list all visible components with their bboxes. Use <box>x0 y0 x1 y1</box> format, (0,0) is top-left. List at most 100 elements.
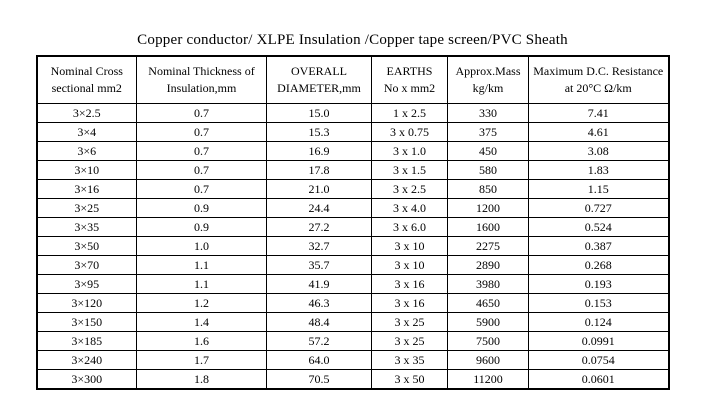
table-cell: 3 x 6.0 <box>371 217 448 237</box>
header-line: Approx.Mass <box>455 64 521 78</box>
table-cell: 2275 <box>447 236 529 256</box>
table-cell: 0.387 <box>528 236 669 256</box>
header-cell: Maximum D.C. Resistance at 20°C Ω/km <box>528 55 669 104</box>
table-cell: 3980 <box>447 274 529 294</box>
table-cell: 4650 <box>447 293 529 313</box>
table-cell: 3×6 <box>36 141 137 161</box>
header-cell: Approx.Mass kg/km <box>447 55 529 104</box>
table-cell: 21.0 <box>266 179 372 199</box>
table-cell: 1 x 2.5 <box>371 103 448 123</box>
table-row: 3×10 0.7 17.8 3 x 1.5 580 1.83 <box>36 160 669 180</box>
header-line: Insulation,mm <box>166 81 237 95</box>
table-cell: 5900 <box>447 312 529 332</box>
header-line: OVERALL <box>291 64 347 78</box>
table-cell: 1.7 <box>136 350 267 370</box>
table-cell: 48.4 <box>266 312 372 332</box>
table-cell: 0.727 <box>528 198 669 218</box>
table-cell: 7500 <box>447 331 529 351</box>
table-cell: 0.9 <box>136 217 267 237</box>
table-cell: 3×35 <box>36 217 137 237</box>
table-cell: 3 x 10 <box>371 255 448 275</box>
table-cell: 0.268 <box>528 255 669 275</box>
table-cell: 41.9 <box>266 274 372 294</box>
table-row: 3×185 1.6 57.2 3 x 25 7500 0.0991 <box>36 331 669 351</box>
table-cell: 15.0 <box>266 103 372 123</box>
table-cell: 3×50 <box>36 236 137 256</box>
table-cell: 15.3 <box>266 122 372 142</box>
table-cell: 3 x 16 <box>371 293 448 313</box>
table-cell: 1.83 <box>528 160 669 180</box>
table-cell: 7.41 <box>528 103 669 123</box>
table-cell: 0.7 <box>136 160 267 180</box>
table-cell: 27.2 <box>266 217 372 237</box>
table-cell: 17.8 <box>266 160 372 180</box>
table-cell: 0.0754 <box>528 350 669 370</box>
table-cell: 24.4 <box>266 198 372 218</box>
table-cell: 0.524 <box>528 217 669 237</box>
table-cell: 450 <box>447 141 529 161</box>
table-cell: 11200 <box>447 369 529 390</box>
table-cell: 0.153 <box>528 293 669 313</box>
table-cell: 850 <box>447 179 529 199</box>
table-cell: 0.7 <box>136 141 267 161</box>
table-cell: 35.7 <box>266 255 372 275</box>
table-row: 3×95 1.1 41.9 3 x 16 3980 0.193 <box>36 274 669 294</box>
table-row: 3×16 0.7 21.0 3 x 2.5 850 1.15 <box>36 179 669 199</box>
table-cell: 0.7 <box>136 122 267 142</box>
table-cell: 32.7 <box>266 236 372 256</box>
header-cell: OVERALL DIAMETER,mm <box>266 55 372 104</box>
table-row: 3×120 1.2 46.3 3 x 16 4650 0.153 <box>36 293 669 313</box>
table-cell: 580 <box>447 160 529 180</box>
header-line: sectional mm2 <box>51 81 122 95</box>
table-body: 3×2.5 0.7 15.0 1 x 2.5 330 7.41 3×4 0.7 15.3 3 x … <box>36 103 669 390</box>
table-row: 3×70 1.1 35.7 3 x 10 2890 0.268 <box>36 255 669 275</box>
table-cell: 70.5 <box>266 369 372 390</box>
table-cell: 1.0 <box>136 236 267 256</box>
header-cell: Nominal Cross sectional mm2 <box>36 55 137 104</box>
table-cell: 3×95 <box>36 274 137 294</box>
header-line: Nominal Cross <box>50 64 123 78</box>
table-cell: 3×70 <box>36 255 137 275</box>
header-line: DIAMETER,mm <box>277 81 361 95</box>
table-cell: 330 <box>447 103 529 123</box>
table-cell: 0.0601 <box>528 369 669 390</box>
table-cell: 16.9 <box>266 141 372 161</box>
table-title: Copper conductor/ XLPE Insulation /Coppe… <box>137 32 568 48</box>
table-cell: 1600 <box>447 217 529 237</box>
table-cell: 3 x 25 <box>371 331 448 351</box>
table-cell: 1.15 <box>528 179 669 199</box>
cable-spec-table: Nominal Cross sectional mm2 Nominal Thickn… <box>35 55 670 390</box>
table-row: 3×25 0.9 24.4 3 x 4.0 1200 0.727 <box>36 198 669 218</box>
table-cell: 0.7 <box>136 179 267 199</box>
table-cell: 2890 <box>447 255 529 275</box>
table-cell: 3×16 <box>36 179 137 199</box>
table-cell: 375 <box>447 122 529 142</box>
table-cell: 3×240 <box>36 350 137 370</box>
table-cell: 3 x 50 <box>371 369 448 390</box>
table-cell: 0.124 <box>528 312 669 332</box>
table-cell: 64.0 <box>266 350 372 370</box>
header-line: EARTHS <box>386 64 433 78</box>
table-cell: 1.4 <box>136 312 267 332</box>
table-row: 3×35 0.9 27.2 3 x 6.0 1600 0.524 <box>36 217 669 237</box>
table-cell: 1.1 <box>136 255 267 275</box>
table-cell: 0.0991 <box>528 331 669 351</box>
table-row: 3×2.5 0.7 15.0 1 x 2.5 330 7.41 <box>36 103 669 123</box>
header-cell: EARTHS No x mm2 <box>371 55 448 104</box>
table-row: 3×4 0.7 15.3 3 x 0.75 375 4.61 <box>36 122 669 142</box>
table-cell: 3×10 <box>36 160 137 180</box>
table-cell: 9600 <box>447 350 529 370</box>
table-cell: 3×185 <box>36 331 137 351</box>
table-cell: 1200 <box>447 198 529 218</box>
table-row: 3×6 0.7 16.9 3 x 1.0 450 3.08 <box>36 141 669 161</box>
header-row: Nominal Cross sectional mm2 Nominal Thickn… <box>36 55 669 104</box>
table-cell: 4.61 <box>528 122 669 142</box>
header-line: kg/km <box>472 81 504 95</box>
table-row: 3×300 1.8 70.5 3 x 50 11200 0.0601 <box>36 369 669 390</box>
table-cell: 3 x 16 <box>371 274 448 294</box>
table-cell: 3×120 <box>36 293 137 313</box>
header-line: No x mm2 <box>383 81 436 95</box>
table-row: 3×240 1.7 64.0 3 x 35 9600 0.0754 <box>36 350 669 370</box>
table-cell: 3 x 1.5 <box>371 160 448 180</box>
